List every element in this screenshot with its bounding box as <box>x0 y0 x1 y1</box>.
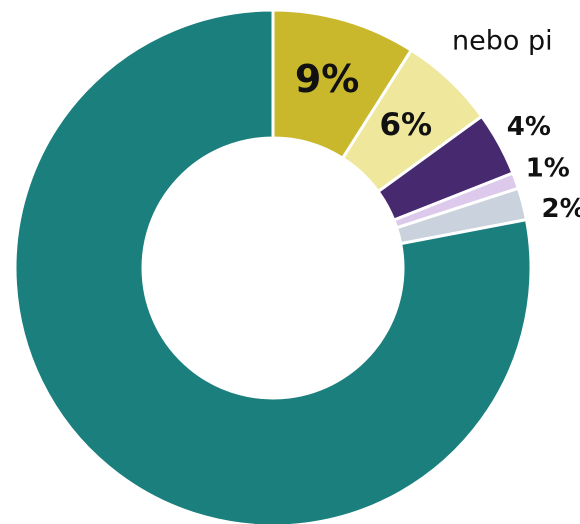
value-label: 1% <box>526 154 570 184</box>
value-label: 4% <box>507 112 551 142</box>
annotation: nebo pi <box>452 26 553 57</box>
value-label: 2% <box>541 194 580 224</box>
value-label: 6% <box>379 107 432 143</box>
value-label: 9% <box>295 57 360 101</box>
donut-segment <box>13 8 533 524</box>
